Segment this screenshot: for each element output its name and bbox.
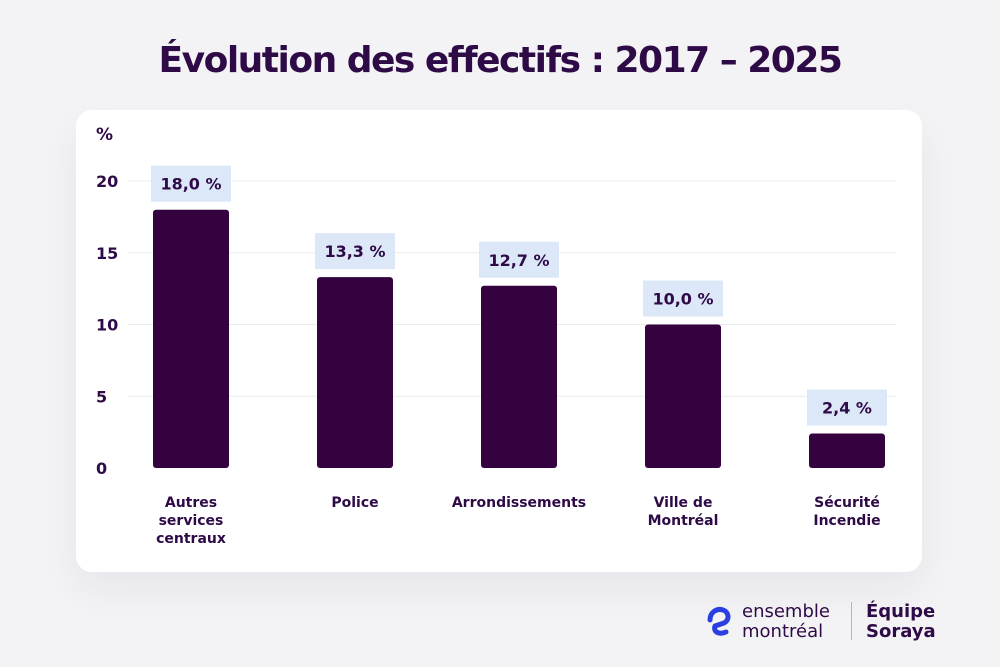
category-label: Sécurité xyxy=(814,495,880,511)
bar xyxy=(317,277,393,468)
data-label-background xyxy=(315,233,395,270)
logo-wordmark: ensemble montréal xyxy=(742,602,830,642)
y-tick-label: 20 xyxy=(96,172,118,191)
footer-branding: ensemble montréal Équipe Soraya xyxy=(704,600,954,644)
data-label-background xyxy=(807,389,887,426)
ensemble-montreal-logo-icon xyxy=(707,607,731,636)
data-label: 12,7 % xyxy=(488,251,549,270)
category-label: centraux xyxy=(156,531,226,547)
data-label: 2,4 % xyxy=(822,399,872,418)
bar xyxy=(645,324,721,468)
data-label: 18,0 % xyxy=(160,175,221,194)
y-tick-label: 10 xyxy=(96,316,118,335)
bar-chart: % 0 5 10 15 20 18,0 % Autres services centraux 13,… xyxy=(96,125,896,547)
category-label: Autres xyxy=(165,495,217,511)
data-label: 10,0 % xyxy=(652,290,713,309)
logo-divider xyxy=(851,602,852,640)
category-label: Montréal xyxy=(648,513,719,529)
data-label-background xyxy=(479,241,559,278)
team-line-2: Soraya xyxy=(866,621,936,642)
data-label-background xyxy=(643,280,723,317)
y-tick-label: 5 xyxy=(96,387,107,406)
bar xyxy=(809,433,885,468)
chart-title: Évolution des effectifs : 2017 – 2025 xyxy=(158,40,843,81)
y-tick-label: 15 xyxy=(96,244,118,263)
category-label: Ville de xyxy=(654,495,713,511)
category-label: Police xyxy=(331,495,378,511)
logo-line-2: montréal xyxy=(742,621,824,642)
team-name: Équipe Soraya xyxy=(866,602,936,642)
y-tick-label: 0 xyxy=(96,459,107,478)
team-line-1: Équipe xyxy=(866,601,936,622)
category-label: services xyxy=(159,513,224,529)
logo-line-1: ensemble xyxy=(742,601,830,622)
data-label-background xyxy=(151,165,231,202)
chart-card: % 0 5 10 15 20 18,0 % Autres services centraux 13,… xyxy=(76,110,922,572)
data-label: 13,3 % xyxy=(324,242,385,261)
bar xyxy=(481,285,557,468)
y-axis-unit-label: % xyxy=(96,125,113,145)
category-label: Arrondissements xyxy=(452,495,586,511)
bar xyxy=(153,209,229,468)
category-label: Incendie xyxy=(813,513,880,529)
